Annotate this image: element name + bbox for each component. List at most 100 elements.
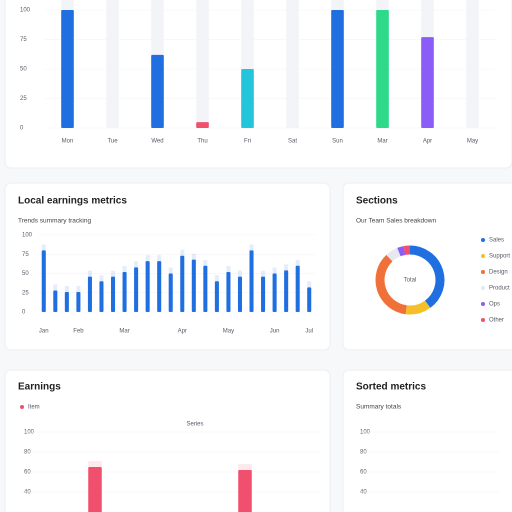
y-tick-label: 75 <box>22 252 29 258</box>
bar <box>196 122 209 128</box>
bar <box>249 250 254 312</box>
legend-dot <box>481 318 485 322</box>
bar <box>99 281 104 312</box>
legend-label: Design <box>489 270 508 276</box>
bar <box>134 267 139 312</box>
legend-dot <box>481 270 485 274</box>
bar <box>168 273 173 312</box>
bar <box>41 250 46 312</box>
bar <box>145 261 150 312</box>
bar <box>151 54 164 129</box>
y-tick-label: 0 <box>22 310 26 316</box>
y-tick-label: 50 <box>20 67 27 73</box>
y-tick-label: 25 <box>20 96 27 102</box>
x-tick-label: Mar <box>377 139 387 145</box>
bar <box>307 287 312 312</box>
legend-label: Sales <box>489 238 504 244</box>
legend-dot <box>481 238 485 242</box>
y-tick-label: 25 <box>22 290 29 296</box>
bar <box>180 255 185 312</box>
y-tick-label: 75 <box>20 37 27 43</box>
bar <box>111 276 116 312</box>
y-tick-label: 100 <box>20 8 31 14</box>
bar <box>376 10 389 128</box>
bar <box>214 281 219 312</box>
bar <box>61 10 74 128</box>
bar <box>203 265 208 312</box>
x-tick-label: Thu <box>197 139 207 145</box>
donut-segment <box>386 247 401 262</box>
bar <box>64 291 69 312</box>
x-tick-label: May <box>467 139 478 145</box>
y-tick-label: 100 <box>22 233 33 239</box>
donut-segment <box>409 245 445 308</box>
y-tick-label: 80 <box>24 450 31 456</box>
x-tick-label: May <box>223 329 234 335</box>
bar <box>241 69 254 128</box>
bar <box>53 290 58 312</box>
x-tick-label: Apr <box>178 329 187 335</box>
x-tick-label: Sun <box>332 139 343 145</box>
bar <box>261 276 266 312</box>
y-tick-label: 50 <box>22 271 29 277</box>
bar <box>87 276 92 312</box>
x-tick-label: Jul <box>305 329 313 335</box>
bar <box>284 270 289 312</box>
panel-title: Earnings <box>18 382 61 393</box>
panel <box>342 369 512 512</box>
legend-label: Ops <box>489 302 500 308</box>
bar <box>295 265 300 312</box>
x-tick-label: Sat <box>288 139 297 145</box>
legend-dot <box>481 302 485 306</box>
panel <box>4 182 331 351</box>
bar-track <box>196 0 209 128</box>
bar <box>76 291 81 312</box>
y-tick-label: 0 <box>20 126 24 132</box>
donut-segment <box>403 245 411 255</box>
donut-segment <box>405 300 431 315</box>
x-tick-label: Fri <box>244 139 251 145</box>
y-tick-label: 80 <box>360 450 367 456</box>
bar <box>238 470 252 512</box>
bar-track <box>286 0 299 128</box>
x-tick-label: Feb <box>73 329 84 335</box>
x-tick-label: Mar <box>119 329 129 335</box>
legend-dot <box>481 286 485 290</box>
legend-label: Other <box>489 318 504 324</box>
donut-segment <box>397 246 406 257</box>
panel-title: Sorted metrics <box>356 382 426 393</box>
bar <box>421 37 434 128</box>
panel <box>342 182 512 351</box>
x-tick-label: Wed <box>151 139 163 145</box>
bar-track <box>466 0 479 128</box>
bar <box>331 10 344 128</box>
y-tick-label: 60 <box>24 470 31 476</box>
donut-segment <box>375 254 408 315</box>
panel-subtitle: Trends summary tracking <box>18 218 91 225</box>
bar <box>272 273 277 312</box>
y-tick-label: 40 <box>24 490 31 496</box>
x-tick-label: Jan <box>39 329 49 335</box>
panel-title: Local earnings metrics <box>18 196 127 207</box>
legend-dot <box>20 405 24 409</box>
legend-label: Item <box>28 405 40 411</box>
y-tick-label: 40 <box>360 490 367 496</box>
bar <box>122 271 127 312</box>
bar <box>226 271 231 312</box>
y-tick-label: 100 <box>24 430 35 436</box>
legend-dot <box>481 254 485 258</box>
bar <box>157 261 162 312</box>
panel <box>4 0 512 169</box>
y-tick-label: 100 <box>360 430 371 436</box>
x-tick-label: Tue <box>107 139 118 145</box>
legend-label: Support <box>489 254 510 260</box>
donut-center-label: Total <box>404 278 417 284</box>
panel-subtitle: Our Team Sales breakdown <box>356 218 436 225</box>
x-tick-label: Jun <box>270 329 280 335</box>
bar <box>88 467 102 512</box>
bar-track <box>106 0 119 128</box>
legend-label: Product <box>489 286 510 292</box>
bar <box>237 276 242 312</box>
panel-title: Sections <box>356 196 398 207</box>
